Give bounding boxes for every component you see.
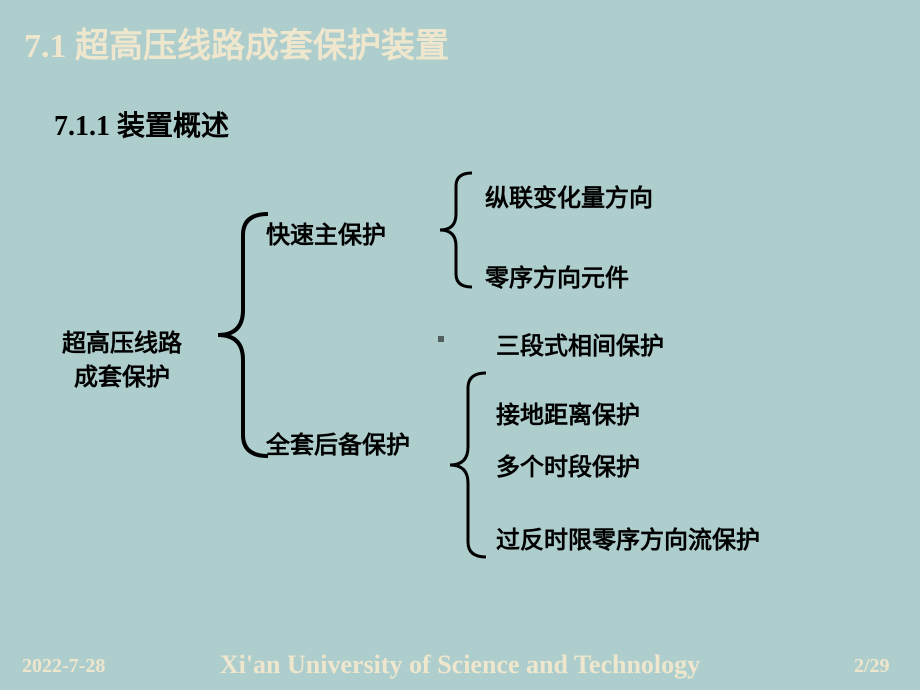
bullet-icon: [438, 336, 444, 342]
diagram-root: 超高压线路 成套保护: [62, 328, 182, 395]
slide: 7.1 超高压线路成套保护装置 7.1.1 装置概述 超高压线路 成套保护 快速…: [0, 0, 920, 690]
brace-top: [440, 170, 472, 290]
node-ground-distance: 接地距离保护: [496, 395, 640, 430]
node-inverse-time-zero-seq: 过反时限零序方向流保护: [496, 520, 760, 555]
node-zero-sequence-direction: 零序方向元件: [485, 258, 629, 293]
node-longitudinal-variation: 纵联变化量方向: [485, 178, 653, 213]
footer-page-number: 2/29: [854, 655, 890, 678]
diagram-root-line1: 超高压线路: [62, 331, 182, 357]
node-multi-time-section: 多个时段保护: [496, 447, 640, 482]
brace-bottom: [450, 370, 486, 560]
node-fast-main-protection: 快速主保护: [266, 215, 386, 250]
footer-university: Xi'an University of Science and Technolo…: [0, 650, 920, 680]
node-three-stage-phase: 三段式相间保护: [496, 326, 664, 361]
slide-title: 7.1 超高压线路成套保护装置: [24, 18, 449, 67]
node-full-backup-protection: 全套后备保护: [266, 425, 410, 460]
diagram-root-line2: 成套保护: [74, 365, 170, 391]
brace-main: [218, 210, 268, 460]
slide-subtitle: 7.1.1 装置概述: [54, 104, 229, 144]
